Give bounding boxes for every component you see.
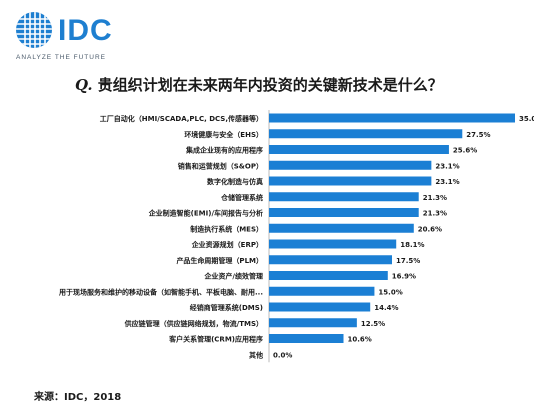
bar (269, 239, 397, 249)
chart-question: Q. 贵组织计划在未来两年内投资的关键新技术是什么？ (75, 74, 515, 95)
value-label: 25.6% (453, 147, 477, 155)
value-label: 23.1% (435, 162, 459, 170)
category-label: 用于现场服务和维护的移动设备（如智能手机、平板电脑、耐用... (59, 287, 263, 296)
bar (269, 160, 432, 170)
question-prefix: Q. (75, 76, 93, 94)
category-label: 产品生命周期管理（PLM） (176, 256, 263, 265)
bar (269, 129, 463, 139)
value-label: 16.9% (392, 273, 416, 281)
value-label: 21.3% (423, 210, 447, 218)
value-label: 10.6% (348, 336, 372, 344)
category-label: 数字化制造与仿真 (207, 177, 263, 186)
bar (269, 113, 515, 123)
value-label: 18.1% (400, 241, 424, 249)
category-label: 制造执行系统（MES） (190, 224, 263, 233)
category-label: 经销商管理系统(DMS) (190, 303, 263, 312)
logo-tagline: ANALYZE THE FUTURE (16, 54, 106, 61)
bar (269, 208, 419, 217)
bar (269, 271, 388, 280)
bar (269, 145, 449, 154)
bar (269, 286, 375, 296)
bar (269, 255, 392, 265)
category-label: 环境健康与安全（EHS） (184, 130, 263, 139)
value-label: 35.0% (519, 115, 534, 123)
category-label: 仓储管理系统 (220, 193, 263, 202)
bar (269, 318, 357, 328)
value-label: 23.1% (435, 178, 459, 186)
value-label: 0.0% (273, 351, 292, 359)
question-text: 贵组织计划在未来两年内投资的关键新技术是什么？ (97, 76, 443, 94)
value-label: 14.4% (374, 304, 398, 312)
bar (269, 302, 371, 312)
category-label: 企业资产/绩效管理 (203, 272, 263, 281)
logo-wordmark: IDC (58, 14, 113, 47)
category-label: 客户关系管理(CRM)应用程序 (168, 335, 263, 344)
value-label: 21.3% (423, 194, 447, 202)
value-label: 27.5% (466, 131, 490, 139)
bar (269, 192, 419, 202)
category-label: 企业资源规划（ERP） (191, 240, 263, 249)
value-label: 20.6% (418, 225, 442, 233)
category-label: 集成企业现有的应用程序 (185, 146, 263, 155)
globe-icon (16, 12, 52, 48)
source-note: 来源：IDC，2018 (34, 392, 122, 403)
bar (269, 223, 414, 233)
value-label: 12.5% (361, 320, 385, 328)
value-label: 17.5% (396, 257, 420, 265)
bar (269, 176, 432, 186)
idc-logo: IDC ANALYZE THE FUTURE (14, 10, 134, 66)
value-label: 15.0% (378, 288, 402, 296)
bar (269, 334, 344, 343)
category-label: 其他 (249, 350, 263, 359)
category-label: 供应链管理（供应链网络规划，物流/TMS） (124, 319, 263, 328)
category-label: 企业制造智能(EMI)/车间报告与分析 (148, 209, 263, 218)
category-label: 销售和运营规划（S&OP） (177, 161, 263, 170)
category-label: 工厂自动化（HMI/SCADA,PLC, DCS,传感器等） (100, 114, 263, 123)
